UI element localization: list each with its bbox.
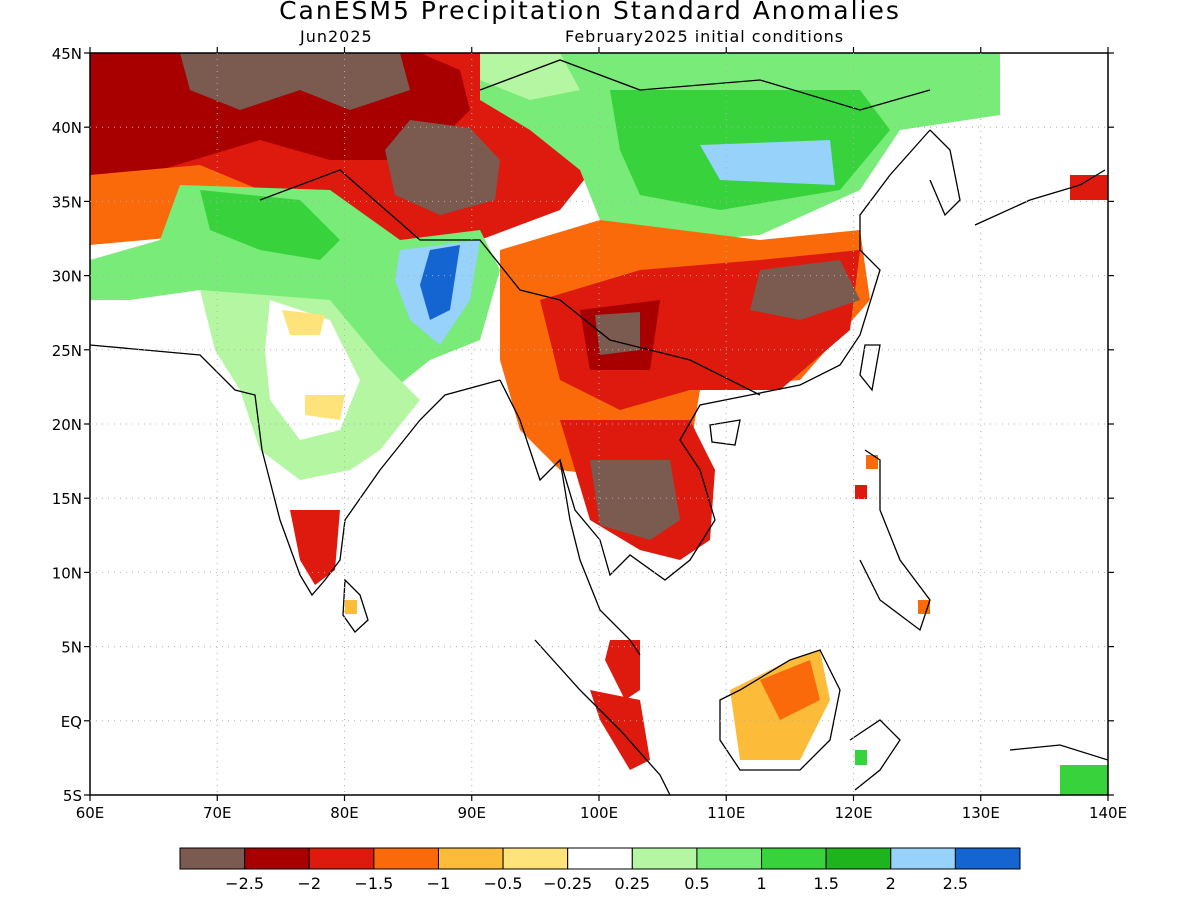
borneo-moderate-dry bbox=[760, 660, 820, 720]
lat-label: 10N bbox=[52, 564, 82, 582]
legend-swatch bbox=[437, 847, 504, 870]
forecast-month: Jun2025 bbox=[300, 27, 373, 46]
japan-coast bbox=[974, 169, 1106, 226]
legend-label: 0.5 bbox=[684, 874, 709, 893]
legend-swatch bbox=[761, 847, 827, 870]
legend-label: 2 bbox=[886, 874, 896, 893]
lat-label: 5S bbox=[63, 787, 82, 805]
lon-label: 130E bbox=[962, 804, 1000, 822]
lon-label: 70E bbox=[203, 804, 232, 822]
legend-label: −0.25 bbox=[543, 874, 592, 893]
lon-label: 110E bbox=[707, 804, 745, 822]
malaya-dry bbox=[605, 640, 640, 700]
longitude-labels: 60E 70E 80E 90E 100E 110E 120E 130E 140E bbox=[76, 804, 1127, 822]
lat-label: 5N bbox=[61, 639, 82, 657]
legend-label: −1.5 bbox=[354, 874, 393, 893]
tibet-blue bbox=[420, 245, 460, 320]
legend-swatch bbox=[179, 847, 246, 870]
borneo-coast bbox=[719, 649, 841, 771]
axis-ticks bbox=[84, 47, 1114, 801]
indochina-coast bbox=[499, 379, 751, 581]
color-legend: −2.5 −2 −1.5 −1 −0.5 −0.25 0.25 0.5 1 1.5 2 2.5 bbox=[179, 847, 1021, 893]
tibet-strong-wet bbox=[200, 190, 340, 260]
png-wet bbox=[1060, 765, 1108, 795]
lon-label: 120E bbox=[834, 804, 872, 822]
legend-label: 1 bbox=[756, 874, 766, 893]
sulawesi-coast bbox=[849, 719, 901, 791]
philippines-dry-1 bbox=[866, 455, 878, 469]
legend-label: −2.5 bbox=[225, 874, 264, 893]
lat-label: 15N bbox=[52, 490, 82, 508]
india-yellow-2 bbox=[305, 395, 345, 420]
legend-label: −1 bbox=[427, 874, 451, 893]
legend-swatch bbox=[244, 847, 310, 870]
lat-label: 30N bbox=[52, 268, 82, 286]
mongolia-light-blue bbox=[700, 140, 835, 185]
mongolia-border bbox=[479, 59, 931, 111]
legend-swatch bbox=[890, 847, 956, 870]
legend-label: −0.5 bbox=[484, 874, 523, 893]
sulawesi-wet bbox=[855, 750, 867, 765]
legend-swatch bbox=[696, 847, 763, 870]
philippines-dry-2 bbox=[855, 485, 867, 499]
legend-swatch bbox=[954, 847, 1021, 870]
south-china-coast bbox=[749, 129, 931, 396]
sumatra-coast bbox=[534, 639, 671, 795]
lon-label: 100E bbox=[580, 804, 618, 822]
legend-label: 0.25 bbox=[614, 874, 650, 893]
legend-swatch bbox=[825, 847, 892, 870]
initial-conditions: February2025 initial conditions bbox=[565, 27, 845, 46]
legend-label: 2.5 bbox=[943, 874, 968, 893]
lon-label: 80E bbox=[330, 804, 359, 822]
lat-label: 20N bbox=[52, 416, 82, 434]
china-border bbox=[259, 169, 761, 396]
lon-label: 90E bbox=[457, 804, 486, 822]
sri-lanka-dry bbox=[345, 600, 357, 614]
nw-extreme-dry bbox=[180, 53, 410, 110]
new-guinea-coast bbox=[1009, 744, 1108, 761]
legend-swatch bbox=[308, 847, 375, 870]
south-india-dry bbox=[290, 510, 340, 585]
map-title: CanESM5 Precipitation Standard Anomalies bbox=[279, 0, 901, 25]
philippines-coast bbox=[859, 449, 931, 632]
east-china-core bbox=[750, 260, 860, 320]
lat-label: 35N bbox=[52, 193, 82, 211]
tibet-wet bbox=[90, 185, 500, 400]
legend-label: −2 bbox=[297, 874, 321, 893]
korea-coast bbox=[929, 129, 961, 217]
latitude-labels: 45N 40N 35N 30N 25N 20N 15N 10N 5N EQ 5S bbox=[52, 45, 82, 805]
lon-label: 140E bbox=[1089, 804, 1127, 822]
legend-swatch bbox=[631, 847, 698, 870]
lat-label: 25N bbox=[52, 342, 82, 360]
coastlines bbox=[90, 59, 1108, 795]
north-china-light-wet bbox=[480, 53, 580, 100]
india-coastline bbox=[90, 344, 501, 597]
legend-swatch bbox=[567, 847, 633, 870]
sri-lanka-coast bbox=[342, 578, 369, 633]
legend-swatch bbox=[373, 847, 439, 870]
indochina-core bbox=[590, 460, 680, 540]
hainan-coast bbox=[709, 419, 741, 446]
india-yellow-1 bbox=[282, 310, 325, 335]
malay-peninsula-coast bbox=[559, 459, 641, 656]
lat-label: EQ bbox=[61, 713, 82, 731]
lon-label: 60E bbox=[76, 804, 105, 822]
japan-dry bbox=[1070, 175, 1108, 200]
lat-label: 40N bbox=[52, 119, 82, 137]
taiwan-coast bbox=[859, 344, 881, 392]
lat-label: 45N bbox=[52, 45, 82, 63]
legend-swatch bbox=[502, 847, 569, 870]
legend-label: 1.5 bbox=[813, 874, 838, 893]
graticule bbox=[90, 53, 1108, 795]
